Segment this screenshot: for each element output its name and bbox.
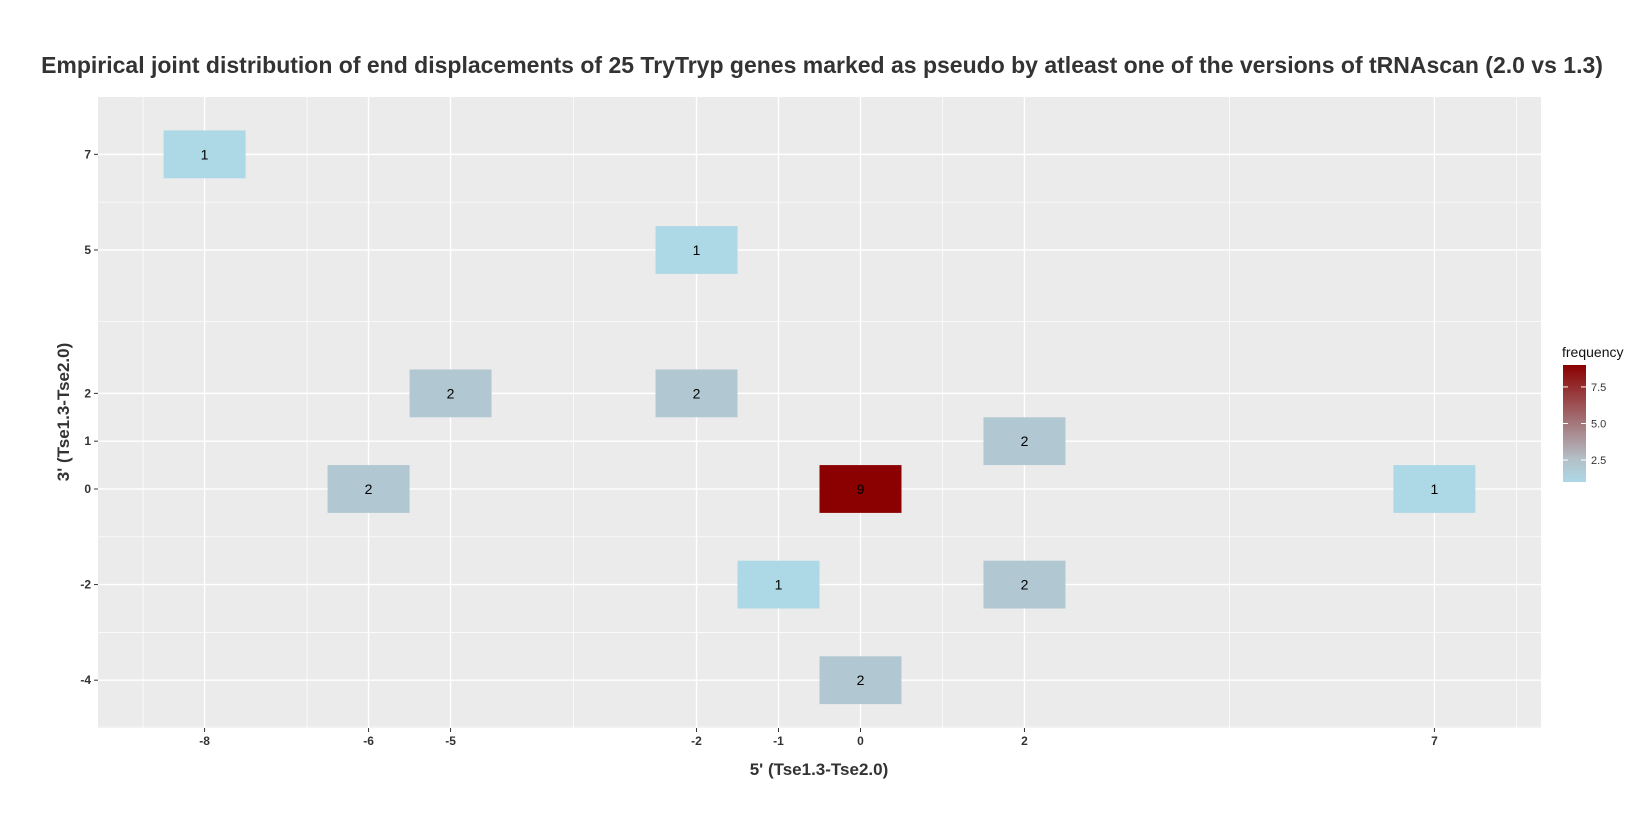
heatmap-tile xyxy=(655,226,738,274)
x-axis-title: 5' (Tse1.3-Tse2.0) xyxy=(750,760,889,779)
cell-value-label: 1 xyxy=(775,577,783,593)
color-legend: frequency 2.5 5.0 7.5 xyxy=(1562,344,1623,482)
heatmap-tile xyxy=(1393,465,1476,513)
y-tick-label: 2 xyxy=(84,386,91,400)
heatmap-tile xyxy=(163,130,246,179)
heatmap-tile xyxy=(655,369,738,418)
legend-title: frequency xyxy=(1562,344,1623,360)
y-tick-label: -2 xyxy=(80,578,91,592)
cell-value-label: 2 xyxy=(447,385,455,401)
legend-tick-label: 7.5 xyxy=(1591,382,1606,394)
heatmap-tile xyxy=(327,465,410,513)
x-tick-label: -6 xyxy=(363,734,374,748)
x-tick-label: -1 xyxy=(773,734,784,748)
cell-value-label: 2 xyxy=(1021,433,1029,449)
cell-value-label: 1 xyxy=(693,242,701,258)
y-tick-label: 7 xyxy=(84,147,91,161)
cell-value-label: 1 xyxy=(1431,481,1439,497)
x-axis-ticks: -8 -6 -5 -2 -1 0 2 7 xyxy=(199,728,1438,748)
x-tick-label: -2 xyxy=(691,734,702,748)
heatmap-tile xyxy=(983,560,1066,609)
heatmap-tile xyxy=(737,560,820,609)
heatmap-tile xyxy=(819,656,902,705)
cell-value-label: 1 xyxy=(201,146,209,162)
cell-labels: 1 1 2 2 2 2 9 1 1 2 2 xyxy=(201,146,1439,688)
y-tick-label: 0 xyxy=(84,482,91,496)
legend-ticks: 2.5 5.0 7.5 xyxy=(1563,382,1606,467)
heatmap-tiles xyxy=(163,130,1476,705)
y-axis-ticks: -4 -2 0 1 2 5 7 xyxy=(80,147,98,687)
x-tick-label: -5 xyxy=(445,734,456,748)
legend-tick-label: 5.0 xyxy=(1591,419,1606,431)
cell-value-label: 2 xyxy=(857,672,865,688)
cell-value-label: 2 xyxy=(1021,577,1029,593)
y-tick-label: 5 xyxy=(84,243,91,257)
heatmap-tile xyxy=(983,417,1066,466)
plot-panel xyxy=(98,97,1541,728)
x-tick-label: 7 xyxy=(1431,734,1438,748)
legend-colorbar xyxy=(1563,365,1586,482)
cell-value-label: 9 xyxy=(857,481,865,497)
cell-value-label: 2 xyxy=(693,385,701,401)
y-tick-label: 1 xyxy=(84,434,91,448)
y-tick-label: -4 xyxy=(80,673,91,687)
x-tick-label: 0 xyxy=(857,734,864,748)
legend-tick-label: 2.5 xyxy=(1591,455,1606,467)
heatmap-tile xyxy=(409,369,492,418)
y-axis-title: 3' (Tse1.3-Tse2.0) xyxy=(54,343,73,482)
cell-value-label: 2 xyxy=(365,481,373,497)
heatmap-tile xyxy=(819,465,902,513)
x-tick-label: 2 xyxy=(1021,734,1028,748)
chart-title: Empirical joint distribution of end disp… xyxy=(41,52,1603,78)
x-tick-label: -8 xyxy=(199,734,210,748)
